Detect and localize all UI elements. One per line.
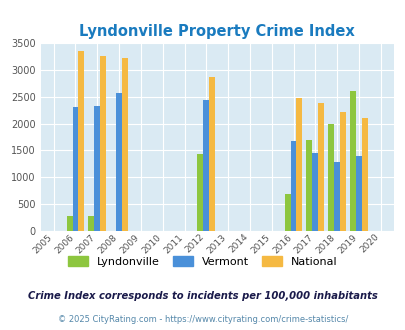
Bar <box>328 123 333 231</box>
Bar <box>100 56 106 231</box>
Bar <box>339 112 345 231</box>
Bar <box>78 51 84 231</box>
Bar <box>333 162 339 231</box>
Bar <box>349 91 355 231</box>
Bar <box>296 98 302 231</box>
Bar <box>66 216 72 231</box>
Bar <box>72 107 78 231</box>
Title: Lyndonville Property Crime Index: Lyndonville Property Crime Index <box>79 24 354 39</box>
Bar <box>203 100 209 231</box>
Bar <box>318 103 323 231</box>
Bar <box>116 93 122 231</box>
Bar <box>197 154 203 231</box>
Bar <box>94 106 100 231</box>
Text: Crime Index corresponds to incidents per 100,000 inhabitants: Crime Index corresponds to incidents per… <box>28 291 377 301</box>
Bar <box>88 216 94 231</box>
Text: © 2025 CityRating.com - https://www.cityrating.com/crime-statistics/: © 2025 CityRating.com - https://www.city… <box>58 315 347 324</box>
Legend: Lyndonville, Vermont, National: Lyndonville, Vermont, National <box>64 251 341 271</box>
Bar <box>284 194 290 231</box>
Bar <box>306 140 311 231</box>
Bar <box>122 58 128 231</box>
Bar <box>311 153 318 231</box>
Bar <box>355 156 361 231</box>
Bar <box>361 117 367 231</box>
Bar <box>209 77 215 231</box>
Bar <box>290 141 296 231</box>
